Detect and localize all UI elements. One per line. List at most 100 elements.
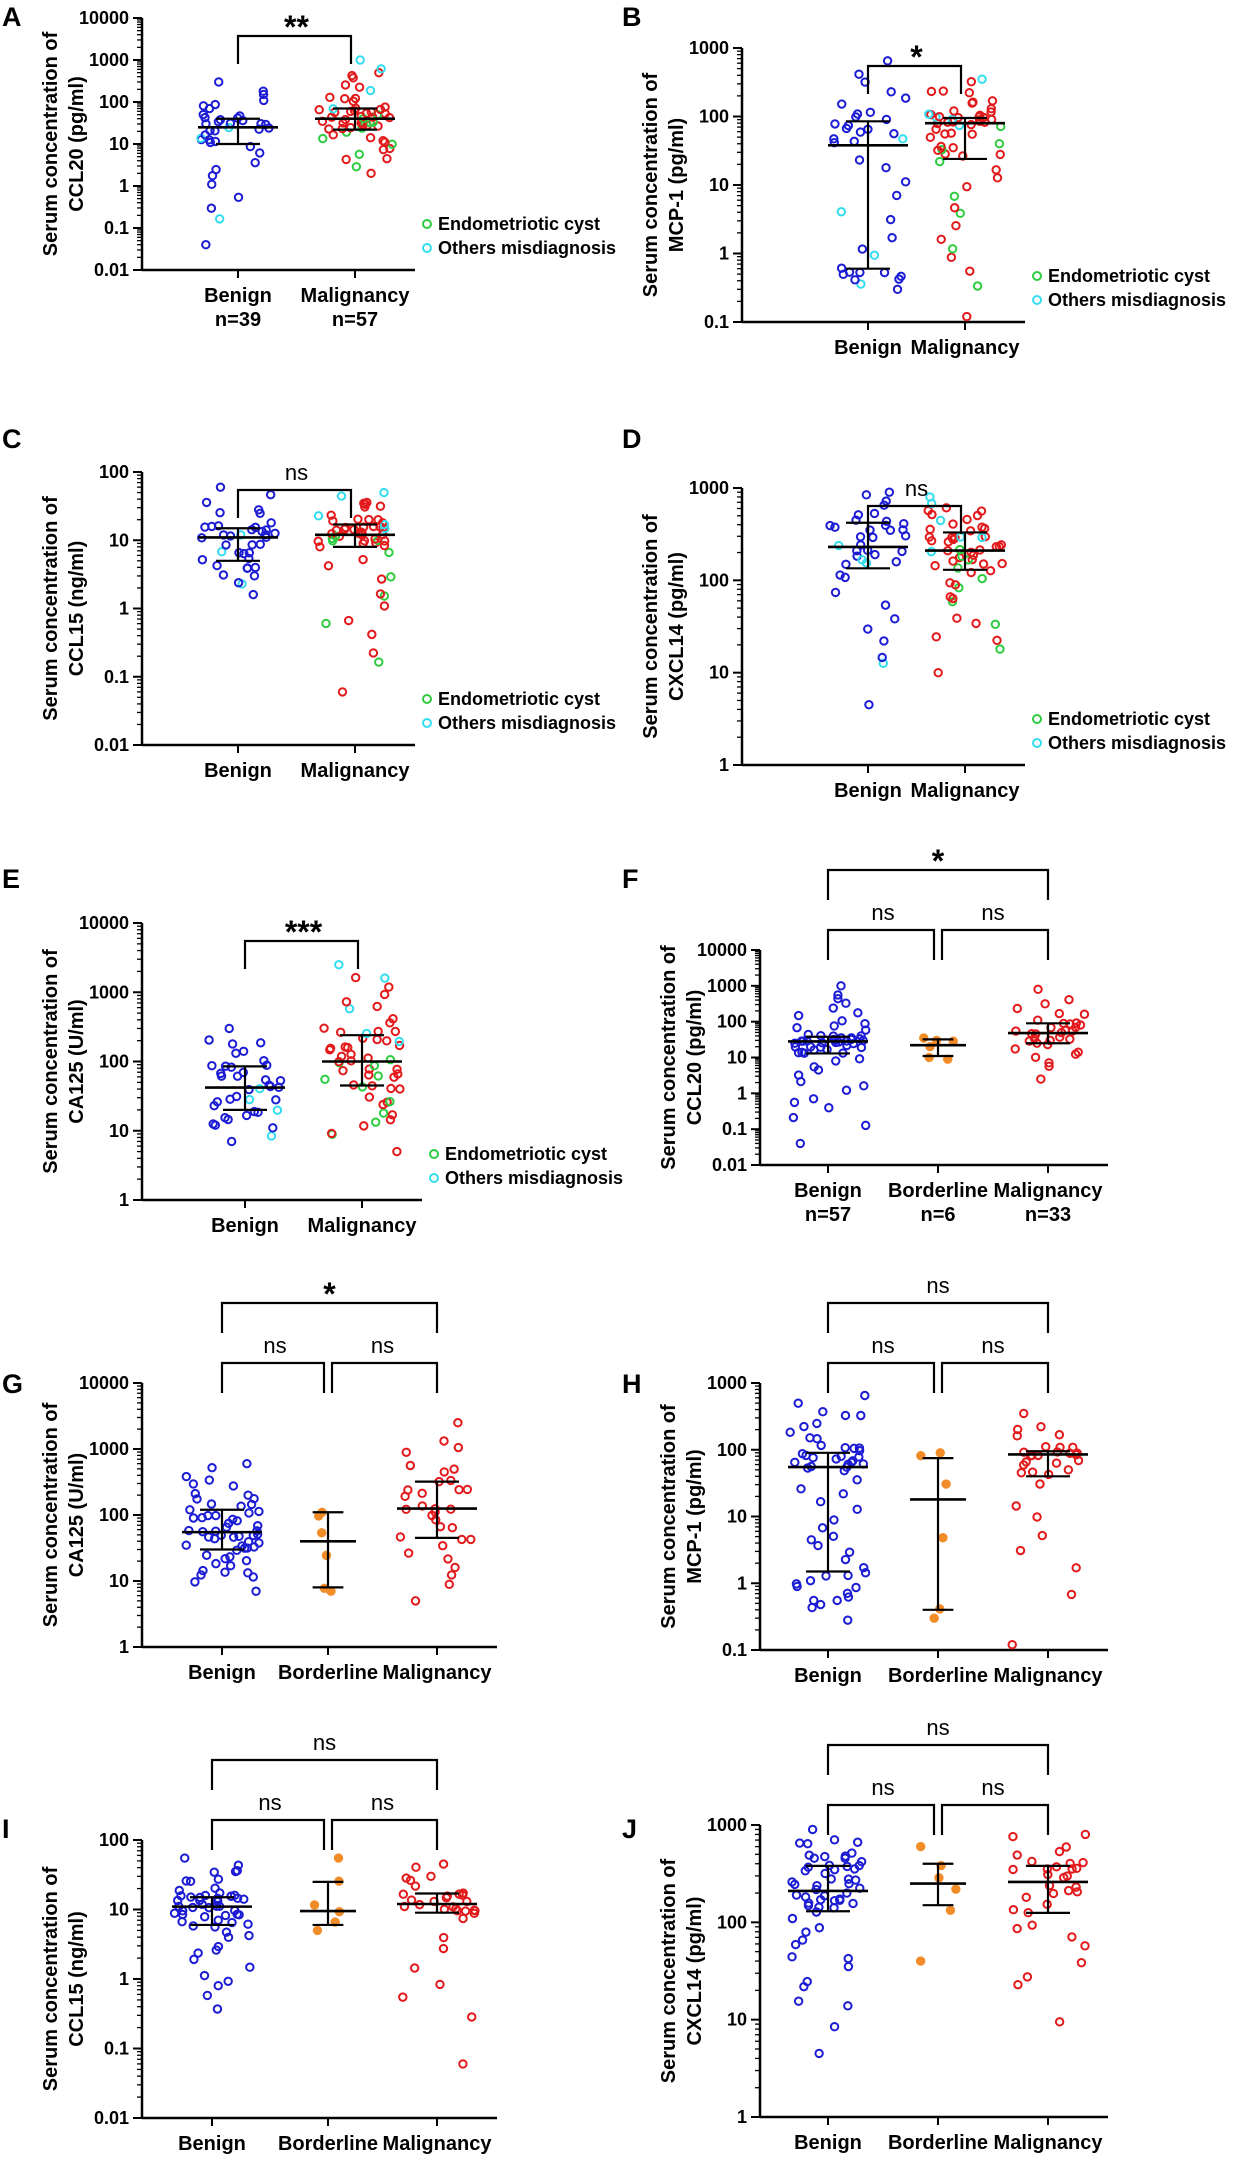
data-point (1067, 1932, 1077, 1942)
data-point (375, 501, 386, 511)
data-point (378, 136, 388, 146)
data-point (844, 1547, 855, 1557)
data-point (232, 1866, 242, 1876)
data-point (841, 998, 851, 1008)
data-point (840, 1554, 851, 1565)
data-point (861, 490, 872, 500)
y-tick-label: 1 (119, 1969, 129, 1989)
data-point (962, 181, 972, 192)
panel-label: G (2, 1369, 23, 1399)
data-point (835, 1894, 845, 1904)
data-point (787, 1952, 797, 1962)
y-tick-label: 1000 (707, 1373, 747, 1393)
data-point (188, 1479, 199, 1489)
significance-bracket (236, 34, 353, 64)
data-point (266, 518, 276, 528)
significance-label: ns (263, 1333, 286, 1358)
data-point (457, 1534, 467, 1545)
data-point (1015, 1545, 1026, 1556)
data-point (411, 1862, 421, 1872)
data-point (864, 699, 874, 710)
data-point (239, 1894, 249, 1904)
data-point (974, 112, 984, 122)
panel-B: B 0.1 1 10 100 1000 Serum concentration of MCP-… (622, 2, 1226, 359)
data-point (221, 540, 231, 550)
data-point (176, 1891, 186, 1901)
data-point (814, 2048, 824, 2059)
data-point (244, 1508, 254, 1518)
y-tick-label: 0.1 (104, 2039, 129, 2059)
data-point (462, 1484, 473, 1495)
data-point (1044, 1058, 1054, 1068)
data-point (1064, 994, 1074, 1005)
legend-label: Endometriotic cyst (1048, 709, 1210, 729)
y-axis-label: CCL20 (pg/ml) (684, 990, 706, 1126)
data-point (204, 1035, 214, 1045)
data-point (860, 1018, 870, 1029)
panel-label: E (2, 864, 20, 894)
data-point (197, 1513, 207, 1523)
data-point (376, 64, 386, 74)
data-point (265, 489, 276, 500)
data-point (824, 1103, 834, 1113)
data-point (930, 560, 940, 571)
data-point (857, 555, 867, 565)
data-point (793, 1010, 804, 1021)
data-point (320, 1074, 330, 1084)
data-point (881, 162, 891, 173)
y-axis-label: Serum concentration of (40, 1402, 62, 1627)
data-point (355, 55, 365, 65)
data-point (856, 1856, 867, 1867)
significance-bracket (940, 1361, 1050, 1393)
data-point (879, 267, 890, 278)
data-point (880, 520, 891, 531)
y-tick-label: 0.01 (712, 1155, 747, 1175)
data-point (966, 76, 977, 87)
data-point (856, 1031, 866, 1041)
data-point (967, 129, 977, 139)
data-point (225, 531, 236, 541)
data-point (324, 124, 334, 134)
data-point (253, 1521, 263, 1531)
y-tick-label: 10 (109, 1900, 129, 1920)
data-point (213, 1980, 223, 1991)
data-point (815, 1497, 826, 1507)
data-point (840, 1442, 850, 1453)
data-point (385, 1055, 396, 1065)
legend-marker (1032, 738, 1042, 748)
data-point (881, 114, 892, 125)
data-point (249, 571, 260, 581)
data-point (1032, 1512, 1042, 1522)
legend-marker (1032, 295, 1042, 305)
data-point (350, 972, 361, 983)
data-point (376, 574, 387, 584)
data-point (454, 1484, 464, 1495)
significance-bracket (826, 928, 936, 960)
data-point (853, 1008, 863, 1018)
data-point (326, 1128, 337, 1139)
significance-label: ** (284, 9, 309, 45)
data-point (818, 1407, 828, 1417)
data-point (953, 563, 963, 573)
data-point (997, 558, 1007, 569)
legend-marker (1032, 714, 1042, 724)
data-point (243, 1537, 254, 1547)
data-point (446, 1570, 457, 1580)
significance-bracket (826, 1803, 936, 1835)
data-point (206, 203, 217, 213)
data-point (807, 1824, 818, 1835)
x-category-label: Benign (204, 760, 272, 782)
data-point (338, 1065, 348, 1076)
y-tick-label: 1000 (89, 50, 129, 70)
y-tick-label: 100 (99, 462, 129, 482)
data-point (378, 1108, 389, 1118)
data-point (385, 1096, 395, 1107)
data-point (251, 1586, 261, 1596)
data-point (367, 629, 377, 640)
data-point (361, 1028, 372, 1039)
data-point (836, 981, 846, 991)
y-axis-label: Serum concentration of (640, 514, 662, 739)
data-point (1033, 984, 1043, 995)
legend-label: Endometriotic cyst (438, 689, 600, 709)
legend-label: Others misdiagnosis (438, 238, 616, 258)
